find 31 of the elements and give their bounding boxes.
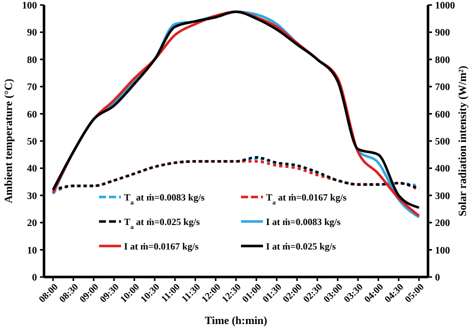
y2-tick-label: 800 bbox=[435, 54, 450, 66]
x-axis-title: Time (h:min) bbox=[204, 315, 268, 327]
y-tick-label: 90 bbox=[27, 28, 37, 39]
y2-tick-label: 400 bbox=[435, 164, 450, 175]
legend-label: T$_{a}$ at ṁ=0.0083 kg/s bbox=[124, 193, 205, 206]
y2-tick-label: 1000 bbox=[435, 0, 455, 12]
y-tick-label: 50 bbox=[27, 136, 37, 148]
y-tick-label: 10 bbox=[27, 245, 37, 256]
legend-label: T$_{a}$ at ṁ=0.025 kg/s bbox=[124, 218, 200, 230]
y2-tick-label: 100 bbox=[435, 245, 450, 256]
y-tick-label: 40 bbox=[27, 164, 37, 175]
y2-tick-label: 500 bbox=[435, 136, 450, 148]
y2-tick-label: 700 bbox=[435, 82, 450, 94]
y-tick-label: 80 bbox=[27, 54, 37, 66]
y2-tick-label: 0 bbox=[435, 272, 440, 284]
legend-label: I at ṁ=0.0083 kg/s bbox=[266, 218, 341, 228]
y-tick-label: 70 bbox=[27, 82, 37, 94]
y-tick-label: 30 bbox=[27, 190, 37, 202]
y-axis-title: Ambient temperature (°C) bbox=[3, 78, 15, 204]
y2-tick-label: 200 bbox=[435, 218, 450, 230]
legend-label: T$_{a}$ at ṁ=0.0167 kg/s bbox=[266, 193, 347, 206]
y-tick-label: 100 bbox=[22, 0, 37, 12]
y2-tick-label: 300 bbox=[435, 190, 450, 202]
y2-tick-label: 600 bbox=[435, 109, 450, 120]
legend-label: I at ṁ=0.0167 kg/s bbox=[124, 242, 199, 252]
y2-axis-title: Solar radiation intensity (W/m²) bbox=[457, 65, 469, 216]
y-tick-label: 20 bbox=[27, 218, 37, 230]
y-tick-label: 0 bbox=[32, 272, 37, 284]
y-tick-label: 60 bbox=[27, 109, 37, 120]
legend-label: I at ṁ=0.025 kg/s bbox=[266, 242, 336, 252]
y2-tick-label: 900 bbox=[435, 28, 450, 39]
